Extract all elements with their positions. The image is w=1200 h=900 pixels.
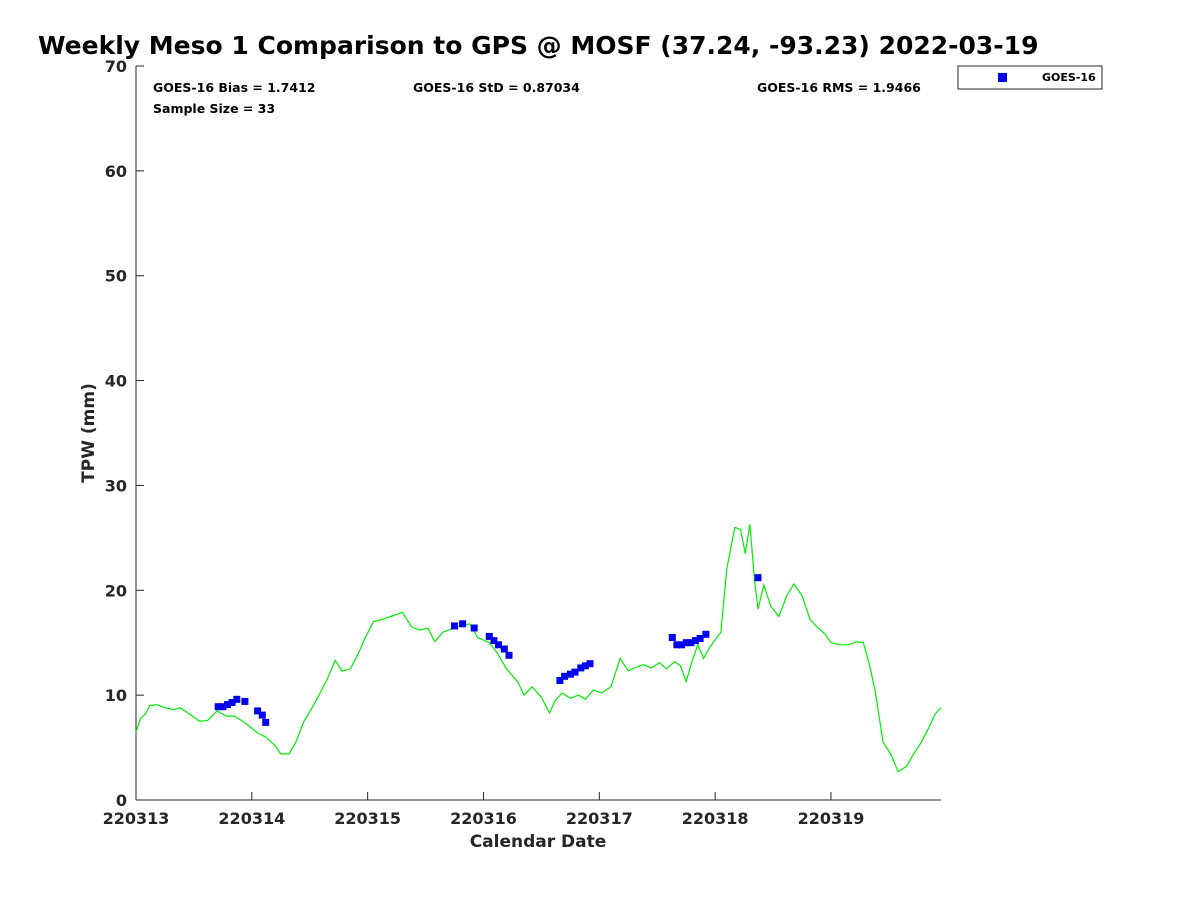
x-tick-label: 220317 <box>566 809 633 828</box>
x-tick-label: 220319 <box>798 809 865 828</box>
x-tick-labels: 220313 220314 220315 220316 220317 220318 2203… <box>103 809 865 828</box>
goes16-point <box>459 620 467 628</box>
stat-sample-size: Sample Size = 33 <box>153 101 275 116</box>
goes16-point <box>219 703 227 711</box>
x-axis-label: Calendar Date <box>470 832 607 852</box>
goes16-point <box>566 670 574 678</box>
goes16-point <box>586 660 594 668</box>
stat-rms: GOES-16 RMS = 1.9466 <box>757 80 921 95</box>
y-tick-label: 10 <box>105 686 127 705</box>
y-tick-label: 20 <box>105 581 127 600</box>
goes16-point <box>682 639 690 647</box>
goes16-point <box>451 622 458 630</box>
y-axis-label: TPW (mm) <box>79 383 99 483</box>
goes16-point <box>581 662 589 670</box>
goes16-point <box>673 641 681 649</box>
y-tick-label: 60 <box>105 162 127 181</box>
goes16-point <box>500 645 508 653</box>
y-tick-labels: 0 10 20 30 40 50 60 70 <box>105 57 127 810</box>
x-tick-label: 220314 <box>218 809 285 828</box>
goes16-point <box>696 635 704 642</box>
goes16-point <box>668 634 676 641</box>
goes16-point <box>571 668 579 676</box>
gps-tpw-line <box>135 524 942 773</box>
goes16-point <box>754 574 762 582</box>
goes16-point <box>678 641 685 649</box>
legend-label: GOES-16 <box>1042 71 1096 84</box>
y-tick-label: 50 <box>105 267 127 286</box>
goes16-point <box>228 699 236 706</box>
goes16-point <box>561 672 569 680</box>
goes16-point <box>262 718 270 726</box>
legend-box <box>957 65 1103 90</box>
x-tick-label: 220313 <box>103 809 170 828</box>
legend: GOES-16 <box>957 65 1103 90</box>
goes16-point <box>485 632 493 640</box>
x-tick-label: 220315 <box>334 809 401 828</box>
x-tick-label: 220316 <box>450 809 517 828</box>
goes16-point <box>258 711 266 719</box>
goes16-point <box>505 651 513 659</box>
goes16-point <box>470 624 478 632</box>
goes16-point <box>702 630 710 638</box>
goes16-point <box>556 677 564 684</box>
stat-std: GOES-16 StD = 0.87034 <box>413 80 580 95</box>
goes16-point <box>254 707 262 715</box>
goes16-point <box>224 701 231 709</box>
y-tick-label: 70 <box>105 57 127 76</box>
goes16-point <box>691 637 699 645</box>
y-tick-label: 40 <box>105 372 127 391</box>
goes16-point <box>577 664 585 672</box>
y-tick-label: 30 <box>105 476 127 495</box>
goes16-point <box>687 639 695 647</box>
goes16-point <box>490 637 498 645</box>
goes16-point <box>214 703 222 711</box>
goes16-point <box>233 695 241 703</box>
x-tick-label: 220318 <box>682 809 749 828</box>
goes16-point <box>495 641 502 649</box>
axis-ticks <box>135 65 832 801</box>
plot-area: 220313 220314 220315 220316 220317 220318 2203… <box>103 57 942 828</box>
chart-title: Weekly Meso 1 Comparison to GPS @ MOSF (… <box>38 31 1038 60</box>
series-layer <box>135 524 942 773</box>
y-tick-label: 0 <box>116 791 127 810</box>
legend-marker <box>998 73 1007 82</box>
stat-bias: GOES-16 Bias = 1.7412 <box>153 80 315 95</box>
goes16-point <box>241 697 249 705</box>
